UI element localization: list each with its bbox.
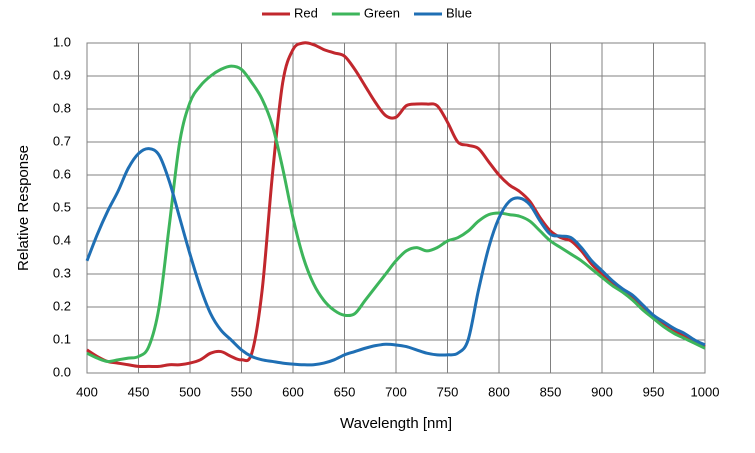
series-line (85, 147, 706, 367)
x-tick-label: 450 (128, 384, 150, 399)
y-tick-label: 0.5 (53, 199, 71, 214)
x-tick-label: 800 (488, 384, 510, 399)
legend-label: Blue (446, 5, 472, 20)
x-tick-label: 900 (591, 384, 613, 399)
y-tick-label: 0.2 (53, 298, 71, 313)
y-tick-label: 0.1 (53, 331, 71, 346)
y-tick-label: 0.8 (53, 100, 71, 115)
x-tick-label: 950 (643, 384, 665, 399)
x-tick-label: 850 (540, 384, 562, 399)
y-tick-label: 0.0 (53, 364, 71, 379)
x-tick-label: 750 (437, 384, 459, 399)
y-tick-label: 0.7 (53, 133, 71, 148)
legend-label: Green (364, 5, 400, 20)
y-tick-label: 1.0 (53, 34, 71, 49)
y-tick-label: 0.6 (53, 166, 71, 181)
x-tick-label: 700 (385, 384, 407, 399)
y-tick-label: 0.4 (53, 232, 71, 247)
y-tick-label: 0.3 (53, 265, 71, 280)
x-tick-label: 600 (282, 384, 304, 399)
legend-label: Red (294, 5, 318, 20)
y-tick-label: 0.9 (53, 67, 71, 82)
x-tick-label: 500 (179, 384, 201, 399)
x-axis-title: Wavelength [nm] (340, 415, 452, 432)
y-axis-title: Relative Response (15, 145, 32, 271)
x-tick-label: 550 (231, 384, 253, 399)
series-line (86, 41, 706, 369)
x-tick-label: 400 (76, 384, 98, 399)
series-line (86, 64, 706, 363)
x-tick-label: 650 (334, 384, 356, 399)
x-tick-label: 1000 (691, 384, 720, 399)
